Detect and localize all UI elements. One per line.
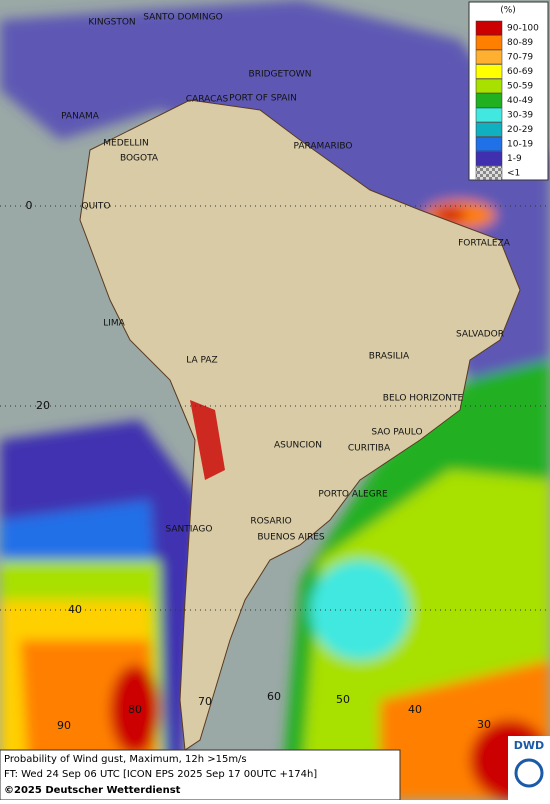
city-label: LA PAZ bbox=[186, 356, 217, 366]
footer-line: Probability of Wind gust, Maximum, 12h >… bbox=[4, 754, 247, 765]
city-label: SALVADOR bbox=[456, 330, 504, 340]
city-label: BUENOS AIRES bbox=[257, 533, 325, 543]
legend-label: 30-39 bbox=[507, 111, 533, 121]
city-label: SANTO DOMINGO bbox=[143, 13, 222, 23]
graticule-label: 40 bbox=[408, 703, 422, 716]
graticule-label: 50 bbox=[336, 693, 350, 706]
legend-unit: (%) bbox=[500, 6, 516, 16]
legend-label: <1 bbox=[507, 169, 520, 179]
graticule-label: 70 bbox=[198, 695, 212, 708]
city-label: BRIDGETOWN bbox=[249, 70, 312, 80]
logo-icon bbox=[514, 758, 544, 788]
city-label: BELO HORIZONTE bbox=[383, 394, 464, 404]
city-label: MEDELLIN bbox=[103, 139, 148, 149]
city-label: BRASILIA bbox=[369, 352, 410, 362]
city-label: QUITO bbox=[82, 202, 111, 212]
graticule-label: 0 bbox=[26, 199, 33, 212]
legend-label: 80-89 bbox=[507, 38, 533, 48]
city-label: KINGSTON bbox=[88, 18, 135, 28]
graticule-labels: 0 20 40 90 80 70 60 50 40 30 bbox=[26, 199, 492, 732]
city-label: LIMA bbox=[103, 319, 125, 329]
legend-label: 1-9 bbox=[507, 154, 522, 164]
footer-box bbox=[0, 749, 401, 801]
legend-swatch bbox=[475, 136, 503, 152]
legend-swatch bbox=[475, 35, 503, 50]
legend-swatch bbox=[475, 64, 503, 79]
legend-label: 50-59 bbox=[507, 82, 533, 92]
legend-swatch bbox=[475, 151, 503, 166]
city-label: SANTIAGO bbox=[166, 525, 213, 535]
legend: (%) 90-100 80-89 70-79 60-69 50-59 40-49 30-39… bbox=[468, 1, 549, 181]
copyright: ©2025 Deutscher Wetterdienst bbox=[4, 785, 181, 796]
city-label: ASUNCION bbox=[274, 441, 322, 451]
graticule-label: 80 bbox=[128, 703, 142, 716]
city-label: ROSARIO bbox=[250, 517, 291, 527]
city-label: PORTO ALEGRE bbox=[318, 490, 388, 500]
legend-label: 40-49 bbox=[507, 96, 533, 106]
hotspot bbox=[190, 400, 225, 480]
city-label: PANAMA bbox=[61, 112, 100, 122]
legend-label: 90-100 bbox=[507, 24, 539, 34]
graticule-label: 40 bbox=[68, 603, 82, 616]
legend-swatch bbox=[475, 49, 503, 65]
city-label: BOGOTA bbox=[120, 154, 159, 164]
legend-swatch bbox=[475, 78, 503, 94]
city-label: SAO PAULO bbox=[371, 428, 422, 438]
legend-swatch bbox=[475, 122, 503, 137]
legend-swatch bbox=[475, 165, 503, 181]
city-label: CURITIBA bbox=[348, 444, 391, 454]
city-label: FORTALEZA bbox=[458, 239, 511, 249]
graticule-label: 30 bbox=[477, 718, 491, 731]
legend-label: 10-19 bbox=[507, 140, 533, 150]
footer-line: FT: Wed 24 Sep 06 UTC [ICON EPS 2025 Sep… bbox=[4, 769, 317, 780]
city-label: PARAMARIBO bbox=[294, 142, 353, 152]
legend-label: 70-79 bbox=[507, 53, 533, 63]
logo-box bbox=[508, 736, 550, 800]
city-label: PORT OF SPAIN bbox=[229, 94, 297, 104]
legend-swatch bbox=[475, 20, 503, 36]
legend-label: 20-29 bbox=[507, 125, 533, 135]
graticule-label: 90 bbox=[57, 719, 71, 732]
legend-swatch bbox=[475, 93, 503, 108]
graticule-label: 20 bbox=[36, 399, 50, 412]
legend-swatch bbox=[475, 107, 503, 123]
graticule bbox=[0, 205, 550, 611]
city-label: CARACAS bbox=[186, 95, 229, 105]
logo: DWD bbox=[514, 739, 544, 752]
legend-label: 60-69 bbox=[507, 67, 533, 77]
continent bbox=[79, 99, 521, 751]
graticule-label: 60 bbox=[267, 690, 281, 703]
